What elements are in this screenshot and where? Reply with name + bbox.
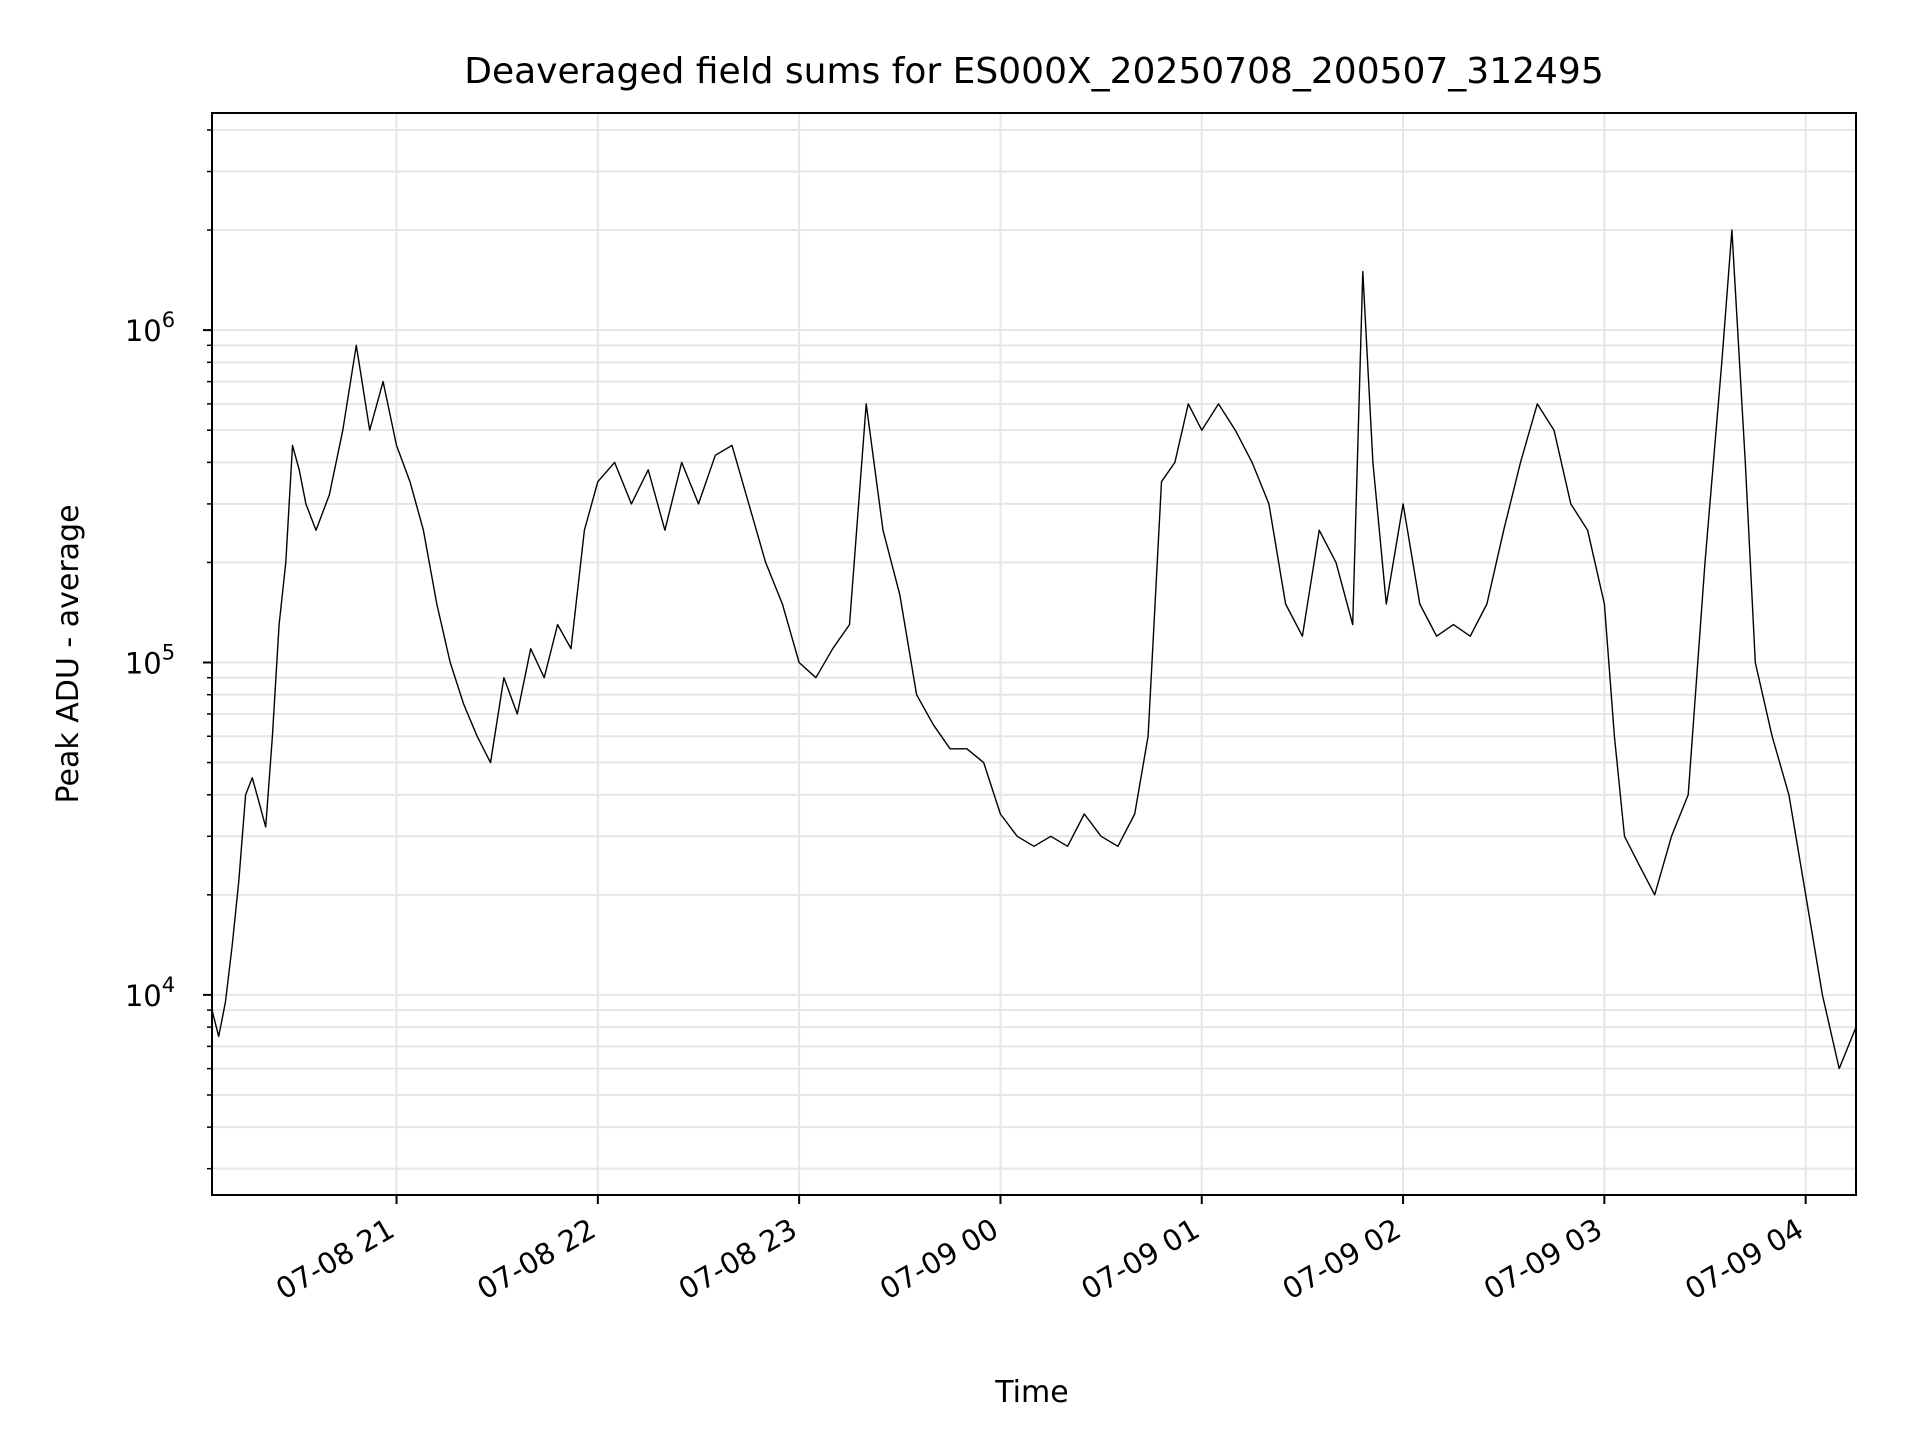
series-line xyxy=(211,229,1857,1070)
grid xyxy=(212,113,1856,1195)
chart-title: Deaveraged field sums for ES000X_2025070… xyxy=(464,51,1604,92)
y-tick-base: 10 xyxy=(125,979,162,1013)
x-axis-title: Time xyxy=(994,1375,1068,1410)
y-tick-base: 10 xyxy=(125,647,162,681)
y-axis-title: Peak ADU - average xyxy=(51,504,86,803)
y-tick-exponent: 4 xyxy=(162,973,175,997)
y-tick-exponent: 6 xyxy=(162,308,175,332)
y-tick-exponent: 5 xyxy=(162,641,175,665)
y-tick-label: 104 xyxy=(125,973,175,1013)
y-tick-label: 106 xyxy=(125,308,175,348)
y-tick-base: 10 xyxy=(125,314,162,348)
plot-frame xyxy=(211,112,1857,1196)
series-layer xyxy=(211,229,1857,1070)
y-tick-label: 105 xyxy=(125,641,175,681)
